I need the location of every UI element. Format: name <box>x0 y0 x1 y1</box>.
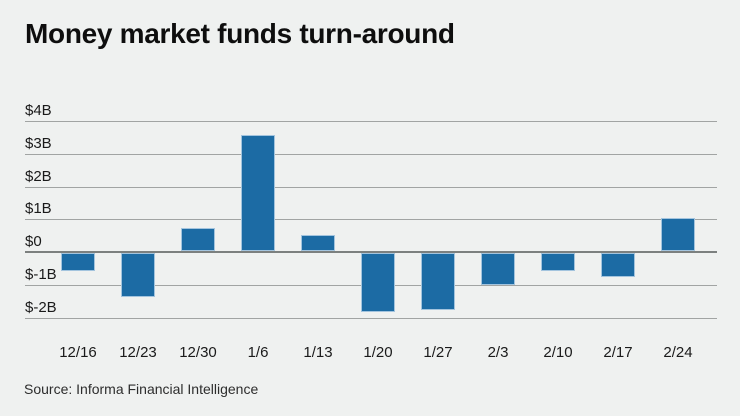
gridline <box>25 154 717 155</box>
x-tick-label: 2/10 <box>543 344 573 361</box>
y-tick-label: $4B <box>25 102 52 119</box>
x-tick-label: 12/30 <box>179 344 217 361</box>
y-tick-label: $-2B <box>25 299 57 316</box>
bar-2/10 <box>541 253 575 271</box>
x-tick-label: 1/6 <box>247 344 269 361</box>
source-credit: Source: Informa Financial Intelligence <box>24 381 259 397</box>
bar-1/27 <box>421 253 455 310</box>
bar-1/20 <box>361 253 395 312</box>
x-tick-label: 1/13 <box>303 344 333 361</box>
gridline <box>25 318 717 319</box>
bar-12/30 <box>181 228 215 251</box>
zero-axis-line <box>25 251 717 253</box>
bar-1/13 <box>301 235 335 251</box>
chart-title: Money market funds turn-around <box>25 18 455 49</box>
x-tick-label: 12/16 <box>59 344 97 361</box>
x-tick-label: 1/20 <box>363 344 393 361</box>
x-tick-label: 2/3 <box>487 344 509 361</box>
gridline <box>25 121 717 122</box>
y-tick-label: $1B <box>25 200 52 217</box>
x-tick-label: 2/24 <box>663 344 693 361</box>
y-tick-label: $-1B <box>25 266 57 283</box>
gridline <box>25 187 717 188</box>
bar-2/3 <box>481 253 515 285</box>
bar-2/17 <box>601 253 635 277</box>
gridline <box>25 219 717 220</box>
bar-1/6 <box>241 135 275 251</box>
bar-12/16 <box>61 253 95 271</box>
x-tick-label: 1/27 <box>423 344 453 361</box>
bar-12/23 <box>121 253 155 297</box>
y-tick-label: $0 <box>25 233 42 250</box>
y-tick-label: $3B <box>25 135 52 152</box>
bar-2/24 <box>661 218 695 251</box>
y-tick-label: $2B <box>25 168 52 185</box>
x-tick-label: 12/23 <box>119 344 157 361</box>
x-tick-label: 2/17 <box>603 344 633 361</box>
